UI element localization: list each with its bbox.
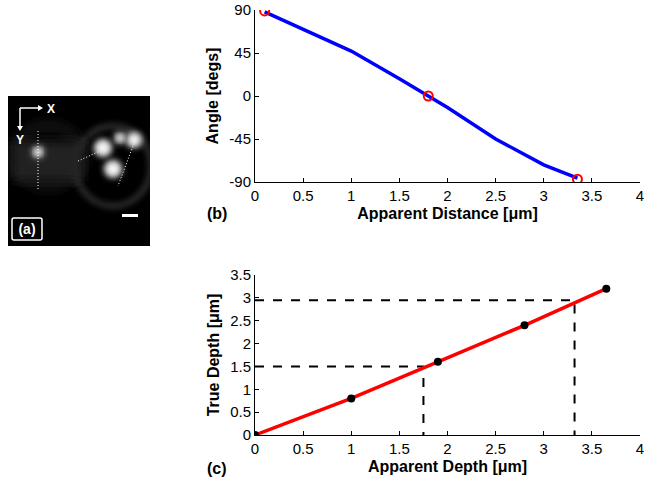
svg-text:3.5: 3.5	[581, 187, 602, 204]
svg-text:0: 0	[251, 440, 259, 457]
svg-text:90: 90	[234, 1, 251, 18]
svg-text:3: 3	[243, 289, 251, 306]
svg-text:Angle [degs]: Angle [degs]	[204, 48, 221, 145]
svg-text:2: 2	[443, 187, 451, 204]
svg-text:Apparent Distance [μm]: Apparent Distance [μm]	[357, 205, 537, 222]
svg-text:1.5: 1.5	[389, 440, 410, 457]
svg-text:1.5: 1.5	[230, 358, 251, 375]
svg-text:0.5: 0.5	[293, 440, 314, 457]
svg-text:0.5: 0.5	[293, 187, 314, 204]
svg-text:(a): (a)	[18, 221, 35, 237]
svg-text:-45: -45	[229, 130, 251, 147]
svg-text:0: 0	[243, 426, 251, 443]
svg-text:0: 0	[251, 187, 259, 204]
svg-text:2: 2	[443, 440, 451, 457]
svg-text:45: 45	[234, 44, 251, 61]
svg-text:(c): (c)	[207, 460, 227, 477]
svg-text:2.5: 2.5	[485, 187, 506, 204]
svg-text:2.5: 2.5	[230, 312, 251, 329]
svg-text:1: 1	[347, 187, 355, 204]
svg-text:Apparent Depth [μm]: Apparent Depth [μm]	[368, 458, 527, 475]
svg-text:1: 1	[243, 381, 251, 398]
svg-text:4: 4	[636, 440, 644, 457]
svg-text:-90: -90	[229, 173, 251, 190]
svg-text:Y: Y	[16, 133, 24, 147]
svg-text:0.5: 0.5	[230, 403, 251, 420]
svg-text:1.5: 1.5	[389, 187, 410, 204]
svg-text:X: X	[47, 102, 55, 116]
svg-text:3.5: 3.5	[581, 440, 602, 457]
svg-text:(b): (b)	[207, 205, 227, 222]
svg-text:3: 3	[540, 187, 548, 204]
svg-text:1: 1	[347, 440, 355, 457]
svg-text:2: 2	[243, 335, 251, 352]
svg-text:True Depth [μm]: True Depth [μm]	[205, 294, 222, 417]
svg-text:4: 4	[636, 187, 644, 204]
svg-text:2.5: 2.5	[485, 440, 506, 457]
svg-text:3: 3	[540, 440, 548, 457]
svg-text:3.5: 3.5	[230, 266, 251, 283]
svg-text:0: 0	[243, 87, 251, 104]
